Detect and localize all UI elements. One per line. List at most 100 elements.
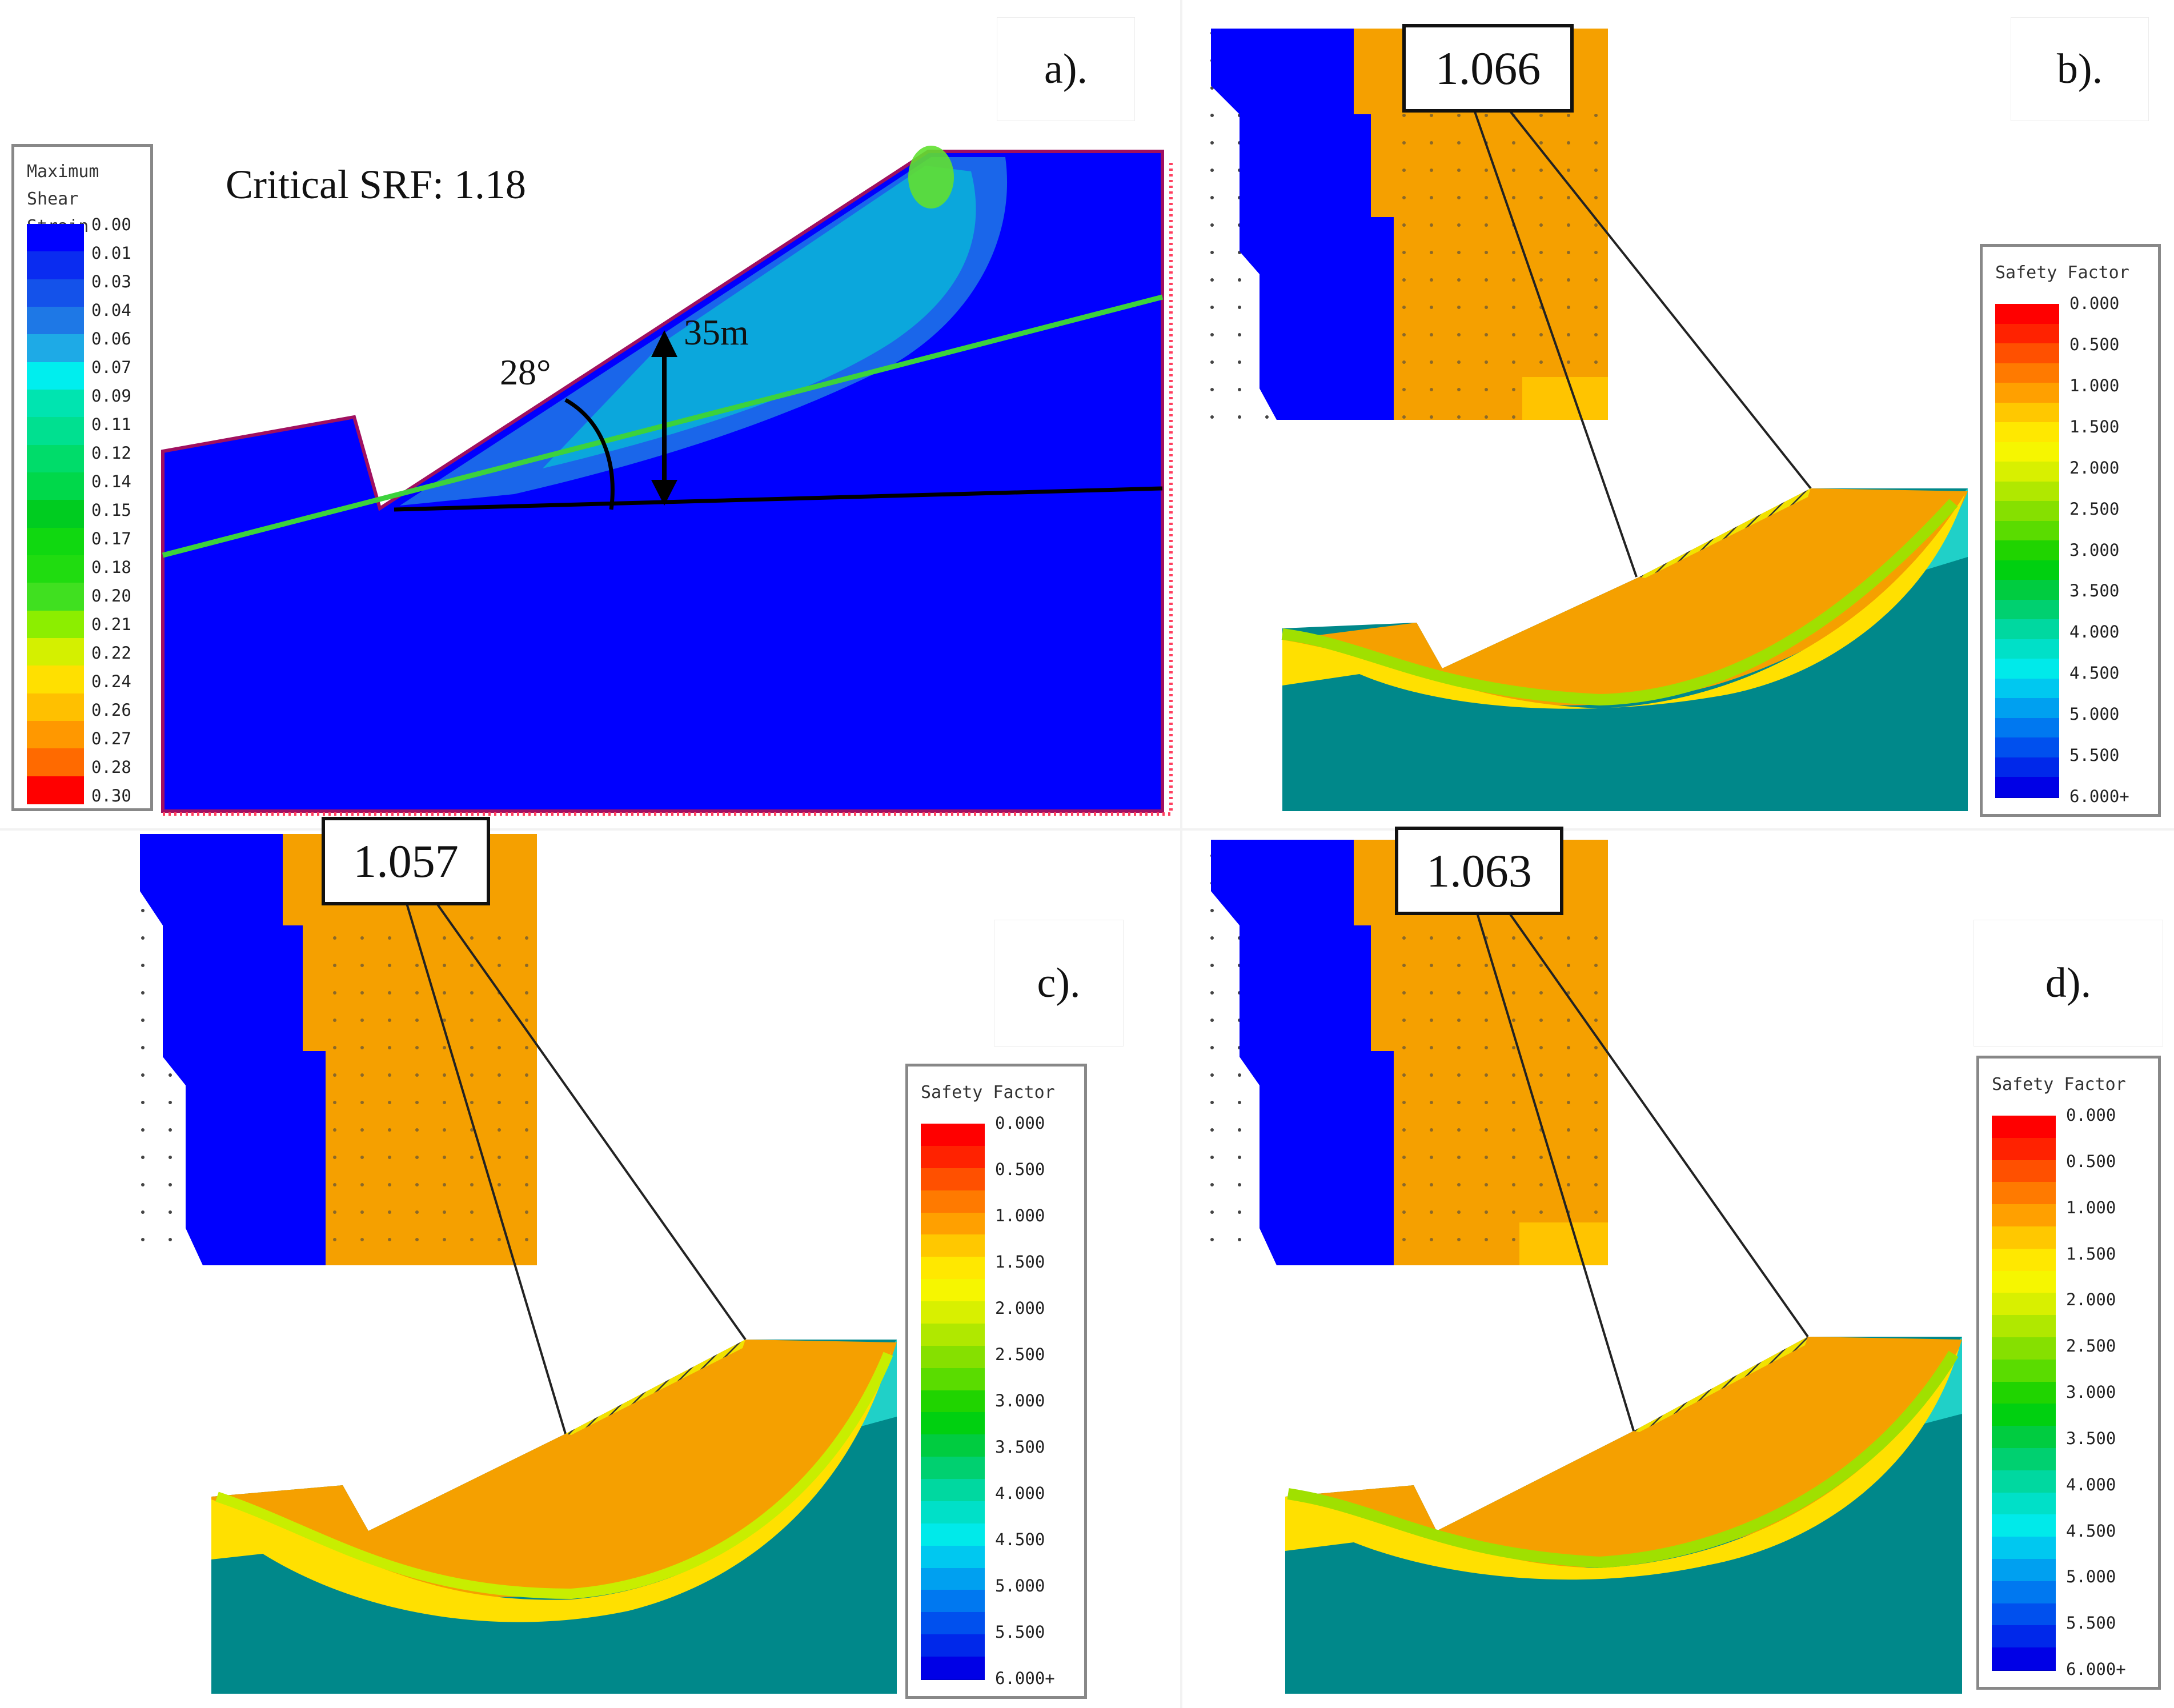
legend-sf-swatch [1995,737,2059,759]
legend-a-tick-label: 0.22 [91,643,131,663]
legend-sf-tick-label: 4.500 [2066,1521,2116,1541]
legend-sf-tick-label: 5.500 [995,1622,1045,1642]
legend-a-tick-label: 0.14 [91,471,131,491]
legend-sf-swatch [921,1523,985,1547]
legend-sf-swatch [1995,442,2059,463]
critical-srf-text: Critical SRF: 1.18 [226,162,527,207]
legend-sf-tick-label: 2.000 [2066,1290,2116,1310]
legend-sf-tick-label: 6.000+ [2069,787,2129,806]
legend-sf-swatch [1992,1315,2056,1338]
legend-sf-swatch [1992,1182,2056,1206]
legend-sf-tick-label: 2.500 [2066,1336,2116,1356]
legend-a-tick-label: 0.17 [91,528,131,548]
legend-sf-swatch [921,1567,985,1591]
legend-sf-swatch [1995,678,2059,700]
legend-sf-tick-label: 2.000 [2069,458,2120,478]
legend-sf-swatch [921,1368,985,1392]
legend-sf-tick-label: 2.500 [995,1345,1045,1364]
legend-a-tick-label: 0.12 [91,443,131,463]
legend-sf-tick-label: 1.500 [2066,1244,2116,1264]
legend-sf-swatch [921,1390,985,1414]
slope-c-failure [211,1340,897,1597]
legend-sf-swatch [1995,343,2059,364]
legend-sf-swatch [1995,363,2059,384]
legend-sf-tick-label: 0.500 [2066,1151,2116,1171]
legend-sf-swatch [921,1501,985,1525]
angle-arc [564,398,615,510]
legend-sf-swatch [1992,1116,2056,1139]
legend-a-tick-label: 0.00 [91,215,131,234]
inset-c-orange-dots [326,925,537,1265]
slope-b-yellow-band [1282,494,1965,709]
horizontal-reference-line [394,486,1163,512]
legend-sf-tick-label: 0.500 [995,1160,1045,1179]
legend-a-swatch [27,500,84,528]
inset-b-blue [1211,29,1394,420]
legend-sf-swatch [1992,1160,2056,1184]
panel-c-label: c). [994,920,1124,1047]
legend-sf-swatch [1992,1625,2056,1649]
legend-a-swatch [27,334,84,363]
arrowhead-bottom [651,480,677,506]
legend-sf-swatch [1992,1603,2056,1627]
inset-d-yellow-patch [1519,1222,1608,1265]
panel-d-label: d). [1974,920,2163,1047]
legend-sf-swatch [1995,580,2059,601]
legend-a-tick-label: 0.03 [91,271,131,291]
legend-a-swatch [27,583,84,611]
legend-sf-tick-label: 0.000 [2069,294,2120,313]
legend-c-title: Safety Factor [921,1082,1055,1102]
legend-sf-swatch [921,1168,985,1192]
panel-d-safety-value: 1.063 [1395,827,1563,915]
legend-sf-tick-label: 0.000 [2066,1105,2116,1125]
legend-sf-swatch [921,1412,985,1436]
legend-a-swatch [27,638,84,667]
inset-d-blue [1211,840,1394,1265]
legend-a-swatch [27,665,84,694]
legend-sf-swatch [1995,560,2059,582]
slope-c-hatch [565,1340,745,1435]
legend-sf-tick-label: 3.000 [2069,540,2120,560]
legend-sf-swatch [1995,717,2059,739]
inset-d-orange-dots [1394,925,1608,1265]
legend-sf-swatch [921,1590,985,1614]
legend-a-tick-label: 0.26 [91,700,131,720]
legend-sf-swatch [1995,540,2059,562]
panel-c-safety-value: 1.057 [322,817,490,905]
legend-a-tick-label: 0.09 [91,386,131,406]
legend-sf-tick-label: 4.000 [2069,622,2120,642]
zoom-line-b2 [1507,107,1812,490]
inset-c-blue [140,834,326,1265]
legend-a-swatch [27,721,84,749]
legend-a-tick-label: 0.27 [91,728,131,748]
legend-a-swatch [27,555,84,584]
legend-a-swatch [27,307,84,335]
legend-sf-tick-label: 0.500 [2069,334,2120,354]
legend-a-tick-label: 0.06 [91,328,131,348]
legend-sf-swatch [1995,659,2059,680]
legend-a-swatch [27,417,84,446]
legend-a-swatch [27,776,84,804]
legend-sf-swatch [1992,1426,2056,1449]
legend-sf-tick-label: 4.500 [2069,663,2120,683]
legend-a-tick-label: 0.24 [91,671,131,691]
inset-b-orange-dots [1394,114,1608,420]
legend-sf-swatch [1995,481,2059,503]
legend-sf-swatch [921,1345,985,1369]
zoom-line-b1 [1473,108,1638,578]
legend-sf-tick-label: 6.000+ [2066,1659,2126,1679]
legend-sf-tick-label: 3.500 [2069,581,2120,601]
legend-a-swatch [27,693,84,721]
legend-sf-tick-label: 3.000 [2066,1382,2116,1402]
arrowhead-top [651,330,677,357]
slope-d-green-band [1287,1350,1959,1569]
legend-sf-tick-label: 0.000 [995,1113,1045,1133]
zoom-line-d1 [1475,911,1635,1432]
legend-sf-swatch [1995,619,2059,640]
legend-sf-swatch [1992,1404,2056,1428]
legend-a-tick-label: 0.18 [91,557,131,577]
legend-sf-swatch [1992,1137,2056,1161]
legend-sf-tick-label: 4.000 [995,1484,1045,1503]
legend-a-swatch [27,362,84,390]
legend-sf-swatch [1995,383,2059,404]
